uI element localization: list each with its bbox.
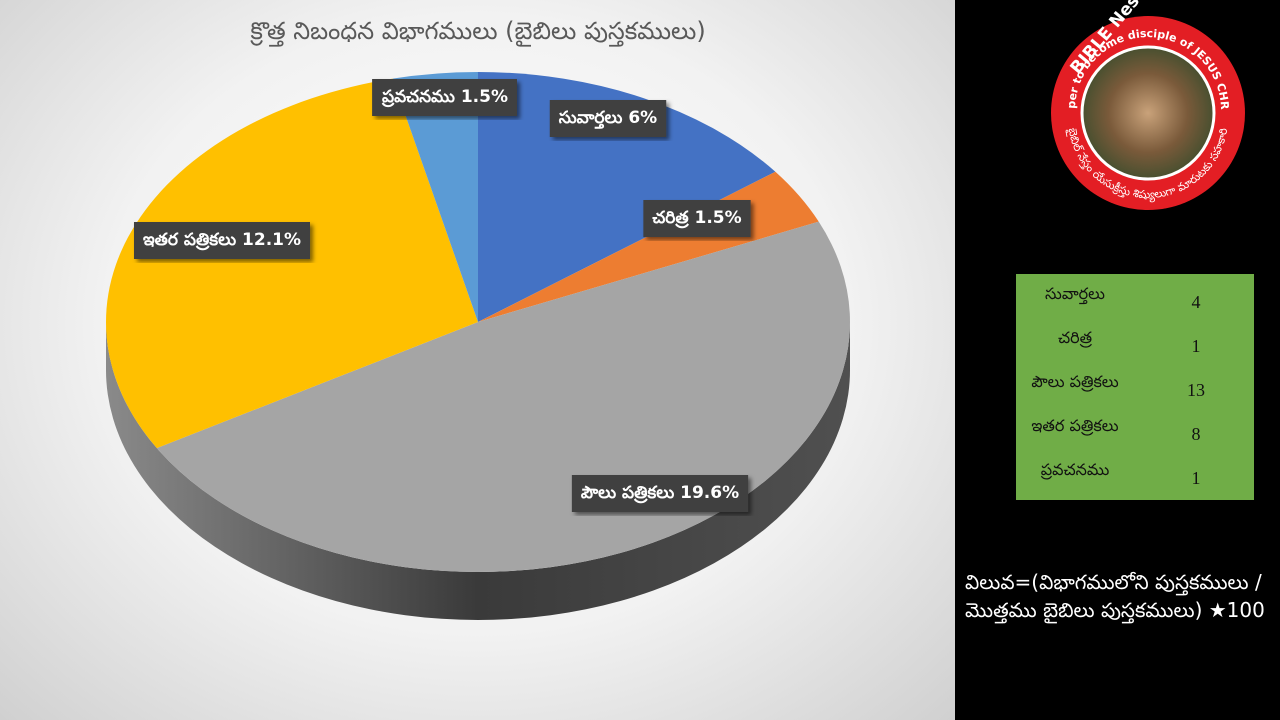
table-value: 1 [1191,468,1201,488]
data-label-box [372,79,517,116]
table-label: ఇతర పత్రికలు [1031,416,1119,435]
table-row: సువార్తలు 4 [1016,278,1254,322]
logo-photo [1080,45,1216,181]
data-label-text: ఇతర పత్రికలు 12.1% [143,230,301,251]
data-label: ఇతర పత్రికలు 12.1% [133,222,311,259]
table-value: 8 [1191,424,1201,444]
category-name: ప్రవచనము [381,87,455,108]
value-label: 1.5% [461,87,508,107]
pie-slice [105,78,478,449]
value-label: 12.1% [242,230,301,250]
table-label: పౌలు పత్రికలు [1031,372,1119,391]
data-label-box [133,222,311,259]
category-name: చరిత్ర [652,208,689,229]
formula: విలువ=(విభాగములోని పుస్తకములు / మొత్తము … [965,570,1265,622]
category-name: సువార్తలు [559,108,623,129]
category-name: ఇతర పత్రికలు [143,230,236,251]
table-row: ప్రవచనము 1 [1016,454,1254,498]
data-table: సువార్తలు 4 చరిత్ర 1 పౌలు పత్రికలు 13 ఇతర పత్ర… [1016,274,1254,500]
table-value: 4 [1191,292,1201,312]
category-name: పౌలు పత్రికలు [581,483,674,504]
data-label: పౌలు పత్రికలు 19.6% [571,475,749,512]
data-label-text: చరిత్ర 1.5% [652,208,741,229]
table-label: సువార్తలు [1045,284,1105,303]
table-value: 1 [1191,336,1201,356]
pie-side [106,322,850,620]
pie [105,72,851,620]
data-label-text: ప్రవచనము 1.5% [381,87,508,108]
chart-title: క్రొత్త నిబంధన విభాగములు (బైబిలు పుస్తకమ… [250,17,706,47]
table-row: చరిత్ర 1 [1016,322,1254,366]
table-row: ఇతర పత్రికలు 8 [1016,410,1254,454]
data-label-text: సువార్తలు 6% [559,108,657,129]
data-label: చరిత్ర 1.5% [643,200,751,237]
table-row: పౌలు పత్రికలు 13 [1016,366,1254,410]
data-label-box [643,200,751,237]
value-label: 6% [628,108,657,128]
data-label-box [571,475,749,512]
value-label: 1.5% [695,208,742,228]
pie-slice [392,72,478,322]
data-label: సువార్తలు 6% [549,100,667,137]
table-label: ప్రవచనము [1040,460,1110,479]
data-label-text: పౌలు పత్రికలు 19.6% [581,483,739,504]
data-label-box [549,100,667,137]
value-label: 19.6% [680,483,739,503]
table-label: చరిత్ర [1057,328,1093,347]
table-value: 13 [1187,380,1205,400]
data-label: ప్రవచనము 1.5% [372,79,517,116]
